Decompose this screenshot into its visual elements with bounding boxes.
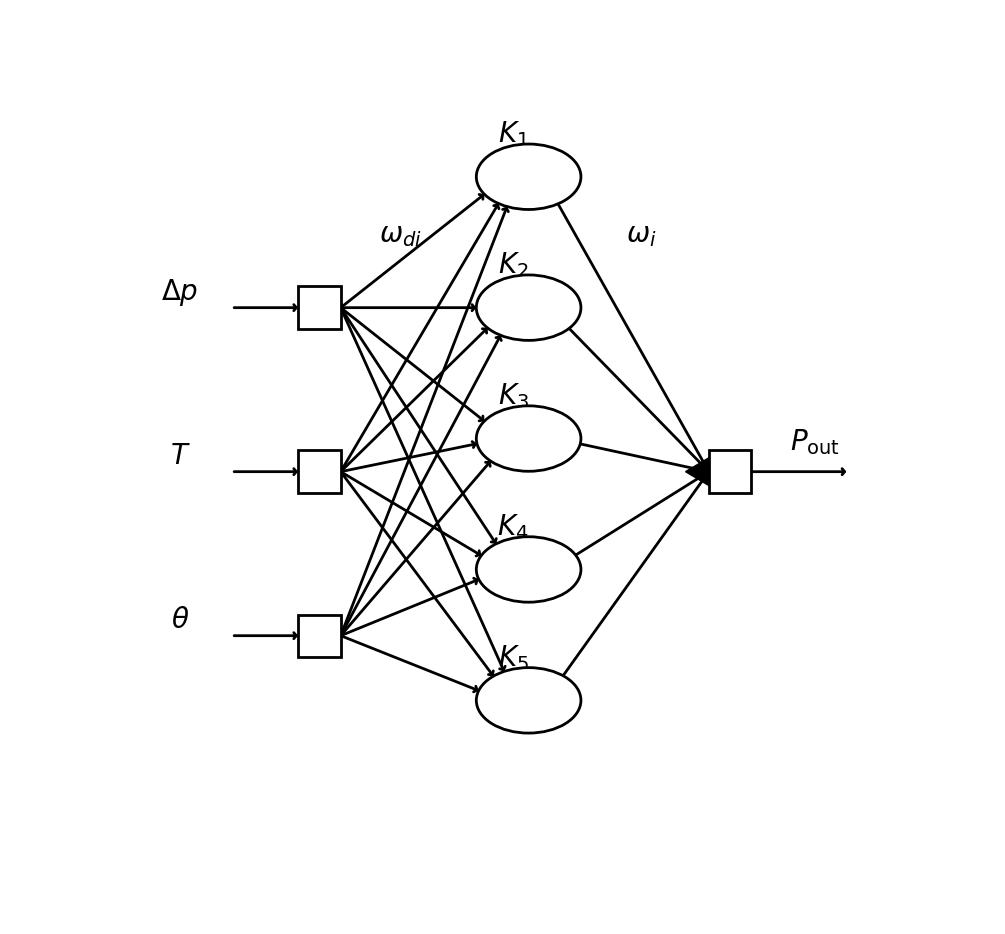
Bar	[298, 287, 341, 329]
Polygon shape	[685, 458, 709, 486]
Bar	[298, 615, 341, 657]
Text: $T$: $T$	[170, 443, 190, 471]
Text: $K_4$: $K_4$	[497, 512, 529, 542]
Bar	[298, 450, 341, 493]
Text: $K_1$: $K_1$	[497, 120, 529, 149]
Ellipse shape	[476, 275, 581, 340]
Text: $K_2$: $K_2$	[497, 250, 529, 280]
Bar	[709, 450, 752, 493]
Text: $\omega_{di}$: $\omega_{di}$	[379, 220, 422, 248]
Ellipse shape	[476, 537, 581, 602]
Text: $P_{\mathrm{out}}$: $P_{\mathrm{out}}$	[790, 428, 840, 458]
Text: $\Delta p$: $\Delta p$	[161, 276, 199, 308]
Text: $\theta$: $\theta$	[171, 606, 189, 634]
Ellipse shape	[476, 144, 581, 209]
Text: $K_3$: $K_3$	[497, 381, 529, 411]
Text: $K_5$: $K_5$	[497, 644, 529, 672]
Ellipse shape	[476, 406, 581, 472]
Ellipse shape	[476, 668, 581, 733]
Text: $\omega_i$: $\omega_i$	[626, 220, 656, 248]
